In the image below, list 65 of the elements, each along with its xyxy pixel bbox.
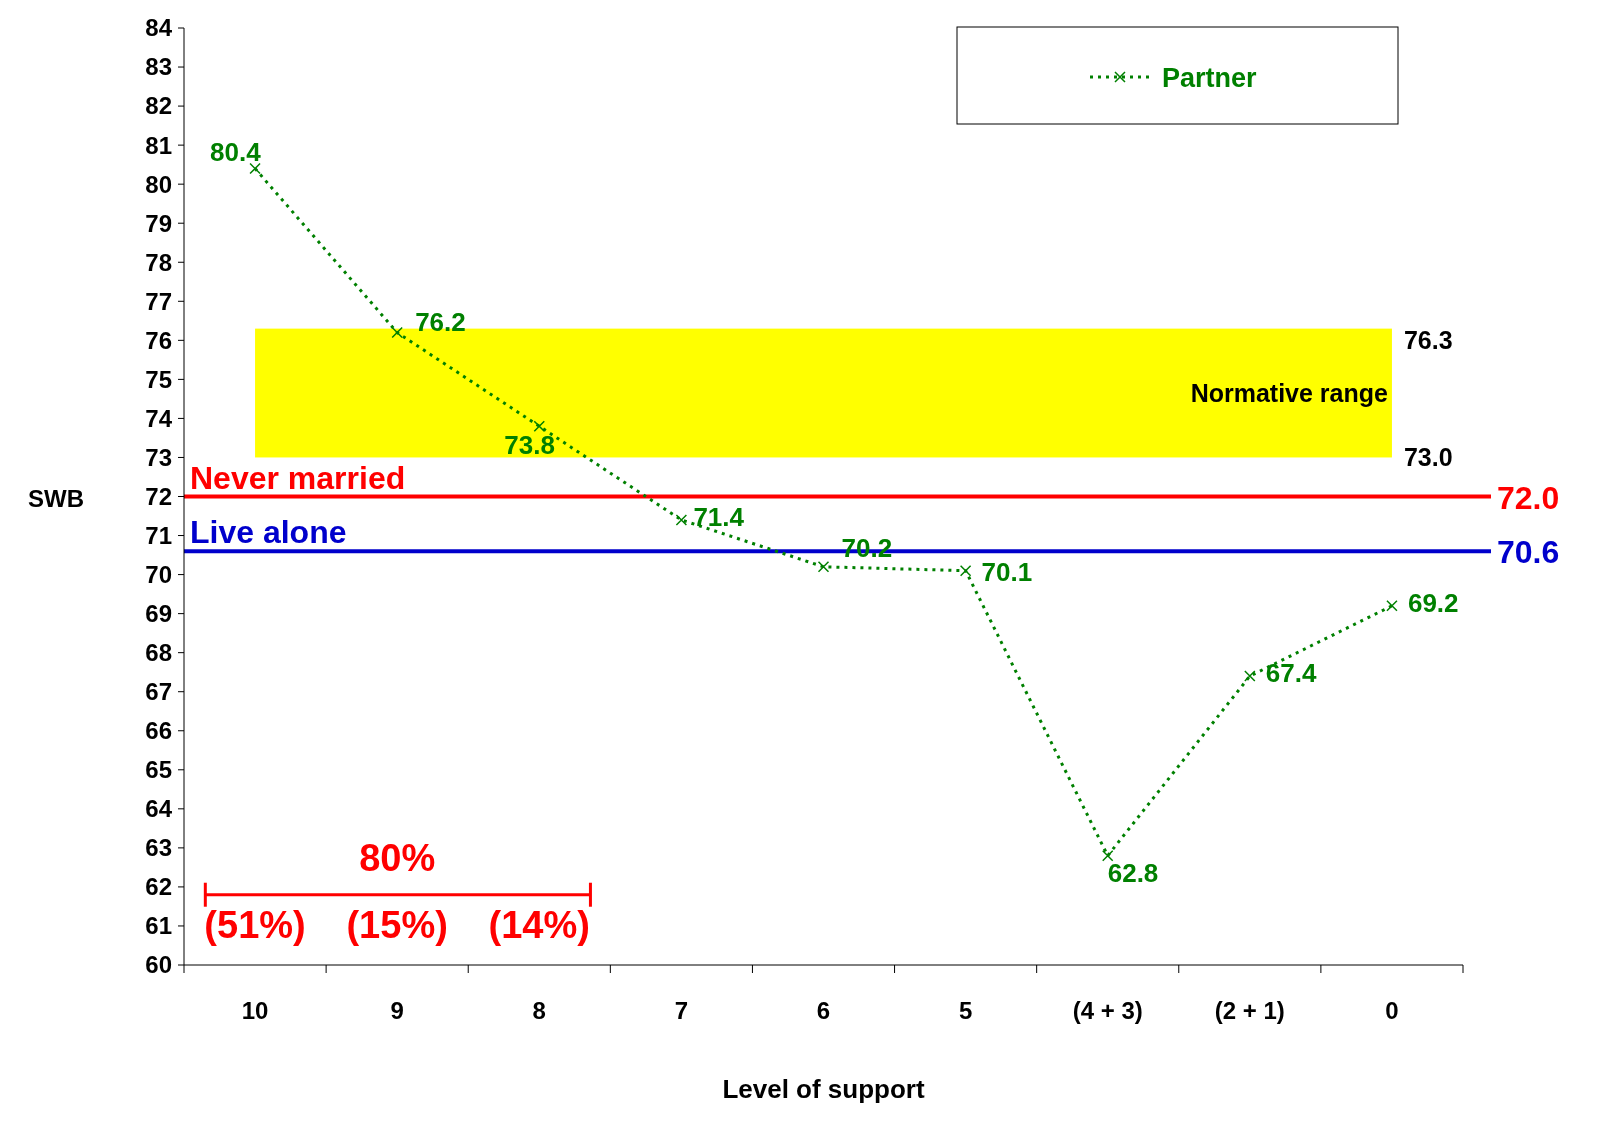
annotation: 73.0	[1403, 443, 1453, 472]
x-tick-label: 9	[390, 997, 404, 1024]
point	[391, 326, 403, 339]
y-tick-label: 84	[145, 14, 173, 42]
y-tick-label: 79	[145, 209, 172, 237]
point	[959, 564, 972, 577]
annotation: 76.3	[1403, 325, 1453, 354]
x-tick-label: 10	[241, 997, 269, 1024]
ref-line-label: Never married	[190, 459, 406, 496]
y-tick-label: 67	[145, 678, 172, 706]
x-tick-label: 7	[674, 997, 689, 1024]
data-label: 67.4	[1265, 658, 1317, 689]
y-tick-label: 74	[145, 404, 173, 432]
y-tick-label: 61	[145, 912, 172, 940]
data-label: 62.8	[1107, 857, 1159, 888]
x-tick-label: 5	[958, 997, 973, 1024]
data-label: 76.2	[415, 306, 466, 337]
annotation: (14%)	[488, 903, 590, 946]
annotation: (51%)	[204, 903, 306, 946]
x-tick-label: (4 + 3)	[1072, 997, 1143, 1024]
point	[1244, 670, 1256, 682]
y-tick-label: 72	[145, 482, 172, 510]
y-tick-label: 64	[145, 795, 173, 823]
y-tick-label: 80	[145, 170, 172, 198]
y-tick-label: 75	[145, 365, 172, 393]
data-label: 70.1	[981, 556, 1033, 587]
y-tick-label: 62	[145, 873, 172, 901]
y-tick-label: 81	[145, 131, 172, 159]
x-tick-label: (2 + 1)	[1214, 997, 1285, 1024]
text: 70.6	[1497, 534, 1560, 571]
point	[1386, 600, 1398, 612]
y-tick-label: 66	[145, 717, 172, 745]
band-label: Normative range	[1190, 379, 1389, 408]
y-tick-label: 77	[145, 287, 172, 315]
y-tick-label: 71	[145, 521, 172, 549]
y-tick-label: 83	[145, 53, 172, 81]
y-tick-label: 70	[145, 560, 172, 588]
y-tick-label: 68	[145, 639, 172, 667]
y-tick-label: 60	[145, 951, 172, 979]
data-label: 71.4	[693, 501, 745, 532]
y-tick-label: 69	[145, 600, 172, 628]
x-tick-label: 0	[1385, 997, 1399, 1024]
ref-line-label: Live alone	[190, 514, 347, 551]
x-tick-label: 6	[816, 997, 831, 1024]
y-axis-title: SWB	[28, 484, 84, 512]
y-tick-label: 78	[145, 248, 172, 276]
data-label: 80.4	[210, 136, 262, 167]
x-tick-label: 8	[532, 997, 546, 1024]
y-tick-label: 73	[145, 443, 172, 471]
point	[1101, 849, 1114, 862]
point	[533, 420, 546, 432]
legend-label: Partner	[1162, 63, 1258, 93]
text: 72.0	[1497, 479, 1560, 516]
y-tick-label: 63	[145, 834, 172, 862]
annotation: (15%)	[346, 903, 448, 946]
point	[249, 162, 261, 175]
y-tick-label: 82	[145, 92, 172, 120]
y-tick-label: 65	[145, 756, 172, 784]
data-label: 69.2	[1407, 587, 1459, 618]
data-label: 73.8	[504, 430, 555, 461]
point	[817, 561, 830, 573]
annotation: 80%	[359, 837, 436, 880]
x-axis-title: Level of support	[722, 1074, 925, 1104]
y-tick-label: 76	[145, 326, 172, 354]
point	[675, 514, 688, 526]
